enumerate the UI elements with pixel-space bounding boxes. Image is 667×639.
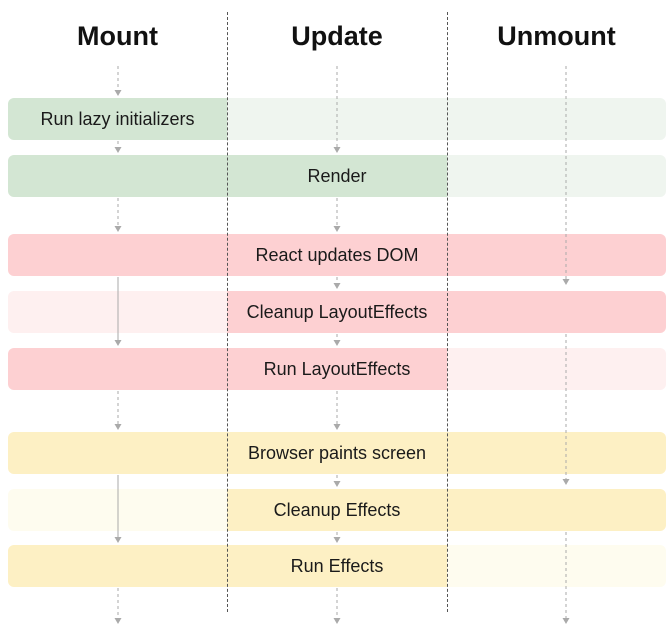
column-header-unmount: Unmount <box>497 21 616 51</box>
mount-arrow-start <box>114 66 122 96</box>
phase-run-effects-update-cell <box>227 545 447 587</box>
phase-render: Render <box>8 155 666 197</box>
update-arrow <box>333 475 341 487</box>
phase-run-layout-mount-cell <box>8 348 227 390</box>
phase-label: Browser paints screen <box>247 442 427 463</box>
phase-label: Run Effects <box>290 555 384 576</box>
phase-paint-update-cell <box>227 432 447 474</box>
mount-arrow <box>114 141 122 153</box>
phase-cleanup-effects-update-cell <box>227 489 447 531</box>
phase-label: Cleanup Effects <box>273 499 401 520</box>
column-divider-update-unmount <box>447 12 448 612</box>
phase-label: Render <box>307 165 367 186</box>
column-header-update: Update <box>291 21 383 51</box>
phase-dom-unmount-cell <box>447 234 666 276</box>
phase-render-mount-cell <box>8 155 227 197</box>
mount-arrow <box>114 198 122 232</box>
phase-paint: Browser paints screen <box>8 432 666 474</box>
phase-lazy-unmount-cell <box>447 98 666 140</box>
phase-cleanup-layout-mount-cell <box>8 291 227 333</box>
column-divider-mount-update <box>227 12 228 612</box>
phase-label: React updates DOM <box>255 244 419 265</box>
column-header-mount: Mount <box>77 21 158 51</box>
update-arrow-end <box>333 588 341 624</box>
phase-paint-unmount-cell <box>447 432 666 474</box>
phase-run-layout-unmount-cell <box>447 348 666 390</box>
update-arrow <box>333 198 341 232</box>
phase-render-unmount-cell <box>447 155 666 197</box>
phase-cleanup-layout-unmount-cell <box>447 291 666 333</box>
update-arrow <box>333 277 341 289</box>
phase-cleanup-effects-mount-cell <box>8 489 227 531</box>
mount-arrow-end <box>114 588 122 624</box>
phase-label: Run LayoutEffects <box>263 358 411 379</box>
phase-label: Cleanup LayoutEffects <box>246 301 428 322</box>
phase-lazy-mount-cell <box>8 98 227 140</box>
phase-cleanup-layout: Cleanup LayoutEffects <box>8 291 666 333</box>
update-arrow <box>333 532 341 543</box>
phase-run-layout-update-cell <box>227 348 447 390</box>
phase-cleanup-layout-update-cell <box>227 291 447 333</box>
mount-arrow <box>114 391 122 430</box>
update-arrow <box>333 334 341 346</box>
phase-dom-update-cell <box>227 234 447 276</box>
phase-paint-mount-cell <box>8 432 227 474</box>
phase-run-effects-mount-cell <box>8 545 227 587</box>
phase-run-layout: Run LayoutEffects <box>8 348 666 390</box>
phase-cleanup-effects: Cleanup Effects <box>8 489 666 531</box>
phase-cleanup-effects-unmount-cell <box>447 489 666 531</box>
phase-lazy-update-cell <box>227 98 447 140</box>
phase-dom-mount-cell <box>8 234 227 276</box>
phase-label: Run lazy initializers <box>40 108 195 129</box>
phase-run-effects-unmount-cell <box>447 545 666 587</box>
update-arrow <box>333 391 341 430</box>
phase-dom: React updates DOM <box>8 234 666 276</box>
phase-render-update-cell <box>227 155 447 197</box>
phase-run-effects: Run Effects <box>8 545 666 587</box>
phase-lazy: Run lazy initializers <box>8 98 666 140</box>
